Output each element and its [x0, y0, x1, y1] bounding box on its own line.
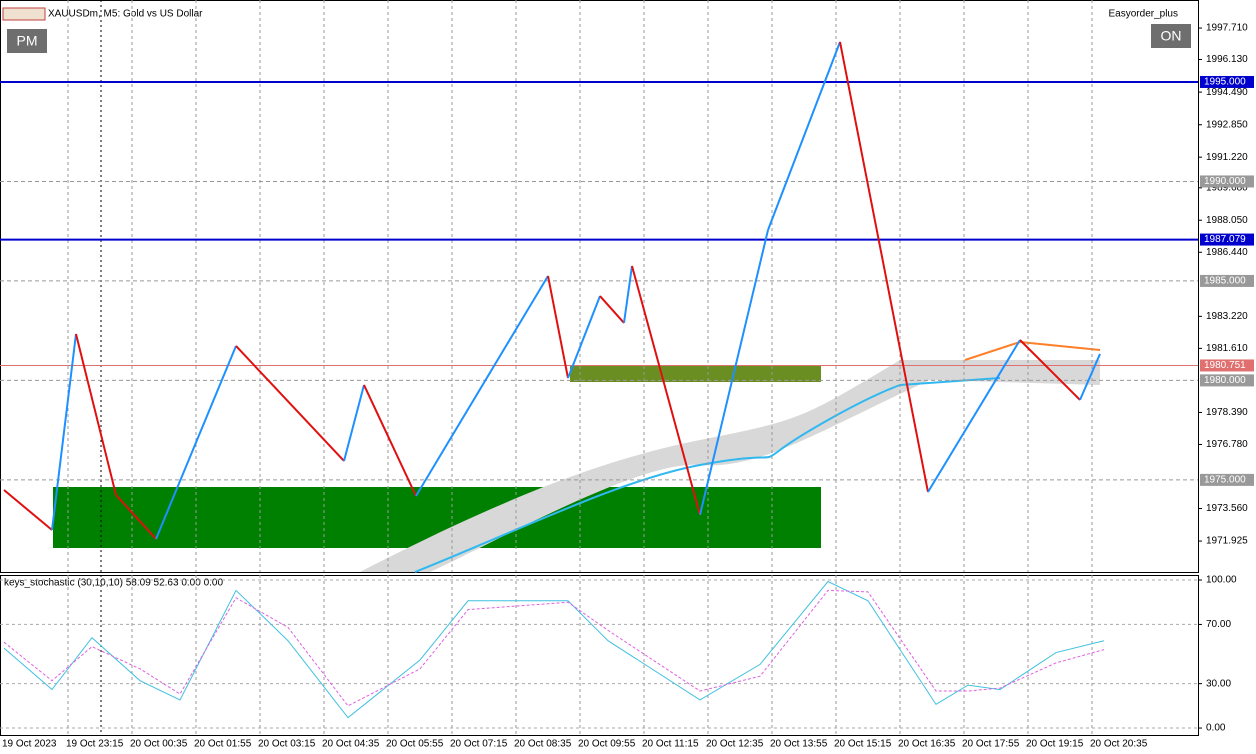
zigzag-segment	[567, 295, 601, 379]
trend-line	[964, 340, 1101, 361]
zigzag-segment	[155, 345, 237, 540]
zigzag-segment	[235, 345, 345, 462]
level-label: 1980.000	[1204, 375, 1246, 386]
x-tick-label: 20 Oct 09:55	[578, 739, 636, 750]
level-tag	[1200, 374, 1254, 387]
x-tick-label: 20 Oct 12:35	[706, 739, 764, 750]
indicator-pane-frame	[0, 575, 1199, 736]
x-tick-label: 20 Oct 11:15	[642, 739, 699, 750]
level-label: 1987.079	[1204, 234, 1246, 245]
zigzag-segment	[875, 225, 929, 493]
zigzag-segment	[115, 494, 157, 540]
zigzag-segment	[343, 384, 365, 462]
zigzag-segment	[363, 384, 417, 497]
pm-button[interactable]: PM	[7, 29, 47, 53]
y-tick-label: 1983.220	[1206, 311, 1248, 322]
button-bg	[7, 29, 47, 53]
level-tag	[1200, 274, 1254, 287]
expert-name: Easyorder_plus	[1109, 9, 1178, 20]
moving-average	[414, 377, 1001, 573]
zigzag-segment	[839, 41, 877, 227]
zigzag-segment	[599, 295, 625, 324]
button-label[interactable]: ON	[1161, 28, 1182, 44]
y-tick-label: 1997.710	[1206, 23, 1248, 34]
zigzag-segment	[767, 41, 841, 231]
stochastic-line	[3, 589, 1105, 707]
level-label: 1985.000	[1204, 276, 1246, 287]
x-tick-label: 20 Oct 17:55	[962, 739, 1020, 750]
x-tick-label: 20 Oct 13:55	[770, 739, 828, 750]
stochastic-line	[3, 580, 1105, 719]
zone	[570, 366, 821, 382]
level-tag	[1200, 473, 1254, 486]
y-tick-label: 1978.390	[1206, 407, 1248, 418]
zigzag-segment	[1079, 353, 1101, 401]
zigzag-segment	[623, 265, 633, 324]
zigzag-segment	[415, 275, 549, 497]
zigzag-segment	[51, 333, 77, 531]
x-tick-label: 19 Oct 2023	[2, 739, 57, 750]
button-label[interactable]: PM	[17, 33, 38, 49]
chart-title: XAUUSDm, M5: Gold vs US Dollar	[48, 9, 203, 20]
level-tag	[1200, 359, 1254, 372]
y-tick-label: 70.00	[1206, 619, 1231, 630]
level-label: 1995.000	[1204, 77, 1246, 88]
zigzag-segment	[1019, 339, 1081, 401]
on-button[interactable]: ON	[1151, 24, 1191, 48]
x-tick-label: 20 Oct 07:15	[450, 739, 508, 750]
button-bg	[1151, 24, 1191, 48]
x-tick-label: 20 Oct 05:55	[386, 739, 444, 750]
x-tick-label: 20 Oct 19:15	[1026, 739, 1084, 750]
y-tick-label: 1976.780	[1206, 439, 1248, 450]
ma-band	[360, 360, 1100, 572]
level-label: 1980.751	[1204, 360, 1246, 371]
y-tick-label: 100.00	[1206, 575, 1237, 586]
y-tick-label: 1989.680	[1206, 182, 1248, 193]
x-tick-label: 20 Oct 01:55	[194, 739, 252, 750]
level-label: 1990.000	[1204, 176, 1246, 187]
y-tick-label: 1991.220	[1206, 152, 1248, 163]
y-tick-label: 0.00	[1206, 723, 1226, 734]
price-pane-frame	[0, 0, 1199, 573]
y-tick-label: 1973.560	[1206, 503, 1248, 514]
x-tick-label: 20 Oct 00:35	[130, 739, 188, 750]
x-tick-label: 20 Oct 15:15	[834, 739, 892, 750]
x-tick-label: 20 Oct 03:15	[258, 739, 316, 750]
x-tick-label: 20 Oct 16:35	[898, 739, 956, 750]
x-tick-label: 19 Oct 23:15	[66, 739, 124, 750]
y-tick-label: 1971.925	[1206, 536, 1248, 547]
level-tag	[1200, 233, 1254, 246]
y-tick-label: 30.00	[1206, 678, 1231, 689]
toolbar-icon	[2, 7, 46, 21]
zigzag-segment	[927, 339, 1021, 493]
y-tick-label: 1986.440	[1206, 247, 1248, 258]
level-tag	[1200, 75, 1254, 88]
x-tick-label: 20 Oct 20:35	[1090, 739, 1148, 750]
y-tick-label: 1996.130	[1206, 54, 1248, 65]
y-tick-label: 1994.490	[1206, 87, 1248, 98]
x-tick-label: 20 Oct 04:35	[322, 739, 380, 750]
level-tag	[1200, 175, 1254, 188]
zigzag-segment	[75, 333, 117, 496]
zigzag-segment	[699, 229, 769, 516]
y-tick-label: 1988.050	[1206, 215, 1248, 226]
x-tick-label: 20 Oct 08:35	[514, 739, 572, 750]
y-tick-label: 1992.850	[1206, 119, 1248, 130]
level-label: 1975.000	[1204, 475, 1246, 486]
zigzag-segment	[3, 489, 53, 531]
indicator-title: keys_stochastic (30,10,10) 58.09 52.63 0…	[4, 578, 223, 589]
zigzag-segment	[547, 275, 569, 379]
y-tick-label: 1981.610	[1206, 343, 1248, 354]
zigzag-segment	[631, 265, 701, 516]
